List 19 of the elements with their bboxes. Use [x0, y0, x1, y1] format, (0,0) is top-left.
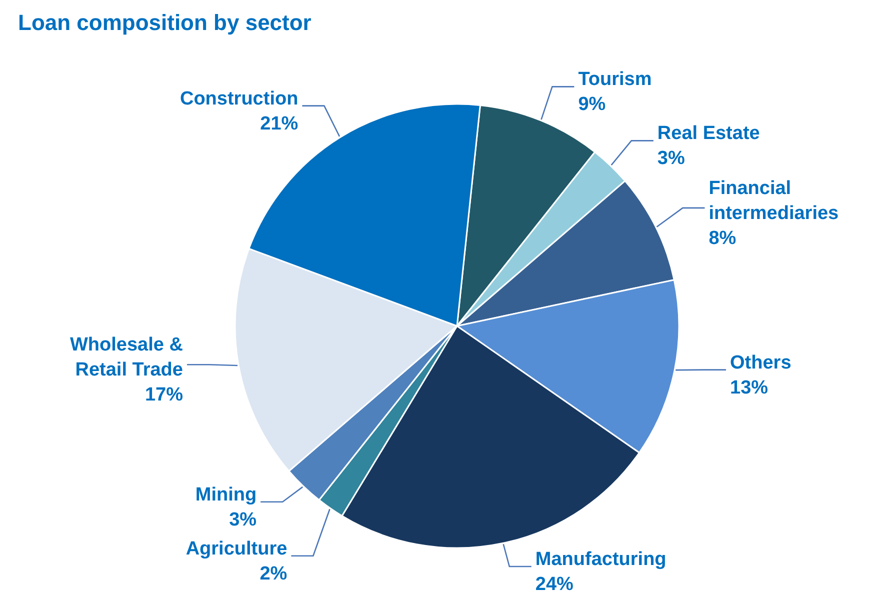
slice-label: Agriculture [186, 538, 288, 560]
chart-title: Loan composition by sector [18, 10, 312, 35]
data-label: 9% [578, 94, 606, 116]
data-label: 24% [535, 574, 574, 596]
data-label: 21% [260, 113, 298, 134]
slice-label: Real Estate [657, 123, 760, 144]
data-label: 3% [657, 148, 685, 170]
data-label: 13% [730, 377, 768, 398]
data-label: 2% [260, 563, 288, 584]
data-label: 3% [229, 509, 257, 530]
data-label: 17% [144, 384, 184, 406]
slice-label: Construction [180, 88, 298, 110]
slice-label: Tourism [578, 69, 652, 90]
slice-label: Mining [195, 484, 257, 506]
slice-label: Wholesale & Retail Trade [70, 334, 184, 381]
slice-label: Manufacturing [535, 549, 666, 570]
data-label: 8% [708, 228, 736, 249]
slice-label: Financial intermediaries [708, 178, 839, 224]
slice-label: Others [730, 352, 792, 374]
